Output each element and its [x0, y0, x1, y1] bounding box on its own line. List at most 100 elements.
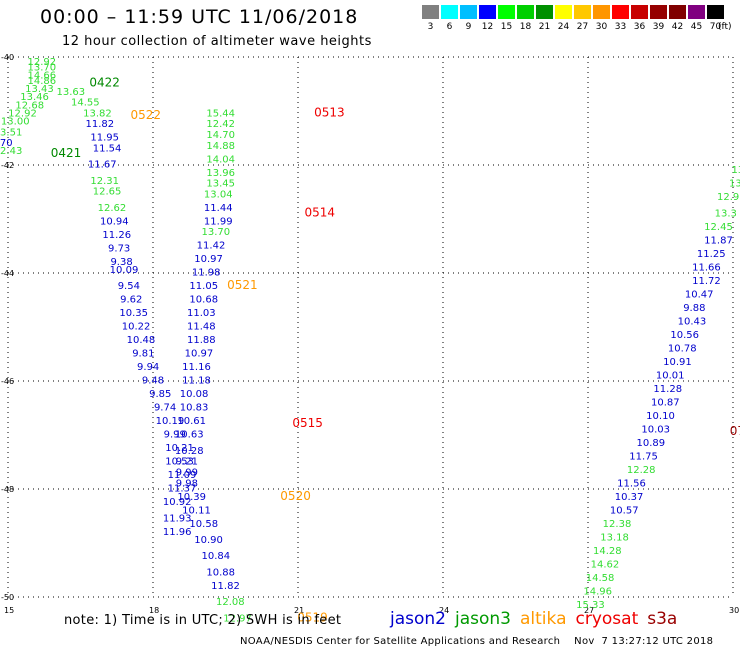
wave-height-value: 9.85: [149, 389, 171, 400]
wave-height-value: 11.03: [187, 308, 216, 319]
wave-height-value: 10.35: [119, 308, 148, 319]
wave-height-value: 12.28: [627, 465, 656, 476]
wave-height-value: 10.90: [194, 535, 223, 546]
lat-tick-label: -46: [1, 377, 14, 386]
scale-swatch: [441, 5, 458, 19]
wave-height-value: 13.70: [202, 227, 231, 238]
credit-line: NOAA/NESDIS Center for Satellite Applica…: [240, 636, 714, 647]
scale-swatch: [593, 5, 610, 19]
wave-height-value: 9.98: [176, 478, 198, 489]
wave-height-value: 10.94: [100, 216, 129, 227]
wave-height-value: 9.62: [120, 295, 142, 306]
scale-label: 15: [500, 22, 513, 32]
scale-swatch: [707, 5, 724, 19]
wave-height-value: 9.99: [164, 430, 186, 441]
wave-height-value: 10.09: [110, 265, 139, 276]
wave-height-value: 11.95: [90, 133, 119, 144]
wave-height-value: 10.87: [651, 397, 680, 408]
wave-height-value: 13.45: [206, 179, 235, 190]
wave-height-value: 10.58: [189, 519, 218, 530]
wave-height-value: 10.48: [127, 335, 156, 346]
wave-height-value: 11.99: [204, 216, 233, 227]
wave-height-value: 11.98: [192, 268, 221, 279]
wave-height-value: 13.46: [20, 92, 49, 103]
pass-time-labels: 0422 0522 0421 0513 0514 0521 0515 0520 0519 0730: [51, 76, 740, 625]
scale-label: 36: [633, 22, 646, 32]
wave-height-value: 10.83: [180, 403, 209, 414]
wave-height-value: 12.92: [8, 108, 37, 119]
wave-height-value: 11.42: [197, 241, 226, 252]
lat-tick-label: -50: [1, 593, 14, 602]
wave-height-value: 10.39: [177, 492, 206, 503]
scale-label: 9: [465, 22, 472, 32]
wave-height-value: 12.68: [15, 100, 44, 111]
wave-height-value: 11.16: [182, 362, 211, 373]
wave-height-value: 11.26: [102, 230, 131, 241]
wave-height-value: 10.21: [165, 443, 194, 454]
scale-swatch: [612, 5, 629, 19]
wave-height-value: 9.48: [142, 376, 164, 387]
pass-time-label: 0421: [51, 146, 82, 160]
pass-time-label: 0522: [130, 108, 161, 122]
scale-swatch: [688, 5, 705, 19]
wave-height-value: 14.96: [583, 586, 612, 597]
wave-height-value: 10.61: [177, 416, 206, 427]
pass-time-label: 0521: [227, 278, 258, 292]
wave-height-value: 10.89: [637, 438, 666, 449]
wave-height-value: 11.44: [204, 203, 233, 214]
wave-height-value: 13.43: [25, 84, 54, 95]
wave-height-value: 9.81: [132, 349, 154, 360]
wave-height-value: 10.91: [663, 357, 692, 368]
wave-height-value: 12.65: [93, 187, 122, 198]
wave-height-value: 11.72: [692, 276, 721, 287]
scale-label: 42: [671, 22, 684, 32]
scale-swatch: [498, 5, 515, 19]
wave-height-value: 10.43: [678, 316, 707, 327]
scale-swatch: [669, 5, 686, 19]
pass-time-label: 0520: [280, 489, 311, 503]
wave-height-value: 12.31: [90, 176, 119, 187]
wave-height-value: 9.74: [154, 403, 176, 414]
axis-labels: -40 -42 -44 -46 -48 -50 15 18 21 24 27 30: [1, 53, 739, 615]
satellite-legend-item: jason2: [390, 609, 446, 629]
scale-label: 27: [576, 22, 589, 32]
wave-height-value: 10.63: [175, 430, 204, 441]
scale-swatch: [631, 5, 648, 19]
scale-swatch: [650, 5, 667, 19]
scale-label: 39: [652, 22, 665, 32]
wave-height-value: 12.42: [206, 119, 235, 130]
lat-tick-label: -40: [1, 53, 14, 62]
wave-height-value: 15.44: [206, 108, 235, 119]
wave-height-value: 9.21: [176, 457, 198, 468]
scale-label: 45: [690, 22, 703, 32]
satellite-legend-item: jason3: [455, 609, 511, 629]
scale-label: 21: [538, 22, 551, 32]
wave-height-value: 11.05: [189, 281, 218, 292]
wave-height-value: 12.92: [28, 57, 57, 68]
wave-height-value: 12.97: [223, 613, 252, 624]
wave-height-value: 13.63: [57, 87, 86, 98]
scale-unit: (ft): [718, 22, 732, 32]
wave-height-value: 10.78: [668, 343, 697, 354]
wave-height-value: 11.28: [653, 384, 682, 395]
wave-height-value: 10.08: [180, 389, 209, 400]
lon-tick-label: 18: [149, 606, 159, 615]
scale-label: 12: [481, 22, 494, 32]
wave-height-value: 14.86: [28, 76, 57, 87]
pass-time-label: 0422: [89, 76, 120, 90]
wave-height-value: 10.03: [641, 424, 670, 435]
scale-label: 3: [427, 22, 434, 32]
satellite-legend: jason2 jason3 altika cryosat s3a: [390, 609, 686, 629]
wave-height-value: 10.28: [175, 446, 204, 457]
wave-height-value: 9.73: [108, 243, 130, 254]
wave-height-value: 9.38: [110, 257, 132, 268]
pass-time-label: 0730: [730, 424, 740, 438]
scale-label: 18: [519, 22, 532, 32]
lon-tick-label: 30: [729, 606, 739, 615]
scale-label: 30: [595, 22, 608, 32]
lon-tick-label: 24: [439, 606, 449, 615]
scale-label: 6: [446, 22, 453, 32]
wave-height-value: 14.70: [206, 130, 235, 141]
satellite-legend-item: altika: [520, 609, 567, 629]
